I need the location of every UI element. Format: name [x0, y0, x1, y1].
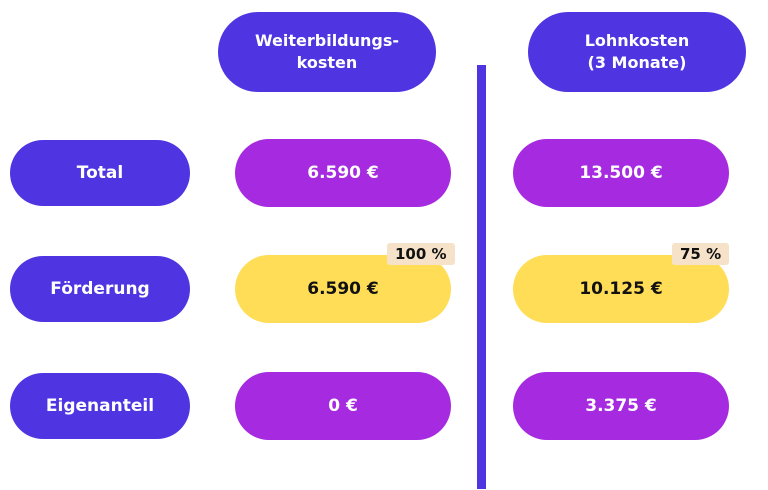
total-weiterbildungskosten-value: 6.590 € — [235, 139, 451, 207]
header-weiterbildungskosten-line1: Weiterbildungs- — [254, 31, 400, 51]
row-label-foerderung: Förderung — [10, 256, 190, 322]
foerderung-weiterbildungskosten-percent-badge: 100 % — [387, 243, 455, 265]
header-lohnkosten-line1: Lohnkosten — [584, 31, 690, 51]
foerderung-lohnkosten-value: 10.125 € — [513, 255, 729, 323]
header-lohnkosten-line2: (3 Monate) — [587, 53, 687, 72]
row-label-total: Total — [10, 140, 190, 206]
foerderung-lohnkosten-percent-badge: 75 % — [672, 243, 730, 265]
header-weiterbildungskosten: Weiterbildungs- kosten — [218, 12, 436, 92]
header-weiterbildungskosten-line2: kosten — [296, 53, 358, 72]
header-lohnkosten: Lohnkosten (3 Monate) — [528, 12, 746, 92]
column-divider — [477, 65, 486, 489]
eigenanteil-weiterbildungskosten-value: 0 € — [235, 372, 451, 440]
eigenanteil-lohnkosten-value: 3.375 € — [513, 372, 729, 440]
foerderung-weiterbildungskosten-value: 6.590 € — [235, 255, 451, 323]
row-label-eigenanteil: Eigenanteil — [10, 373, 190, 439]
total-lohnkosten-value: 13.500 € — [513, 139, 729, 207]
